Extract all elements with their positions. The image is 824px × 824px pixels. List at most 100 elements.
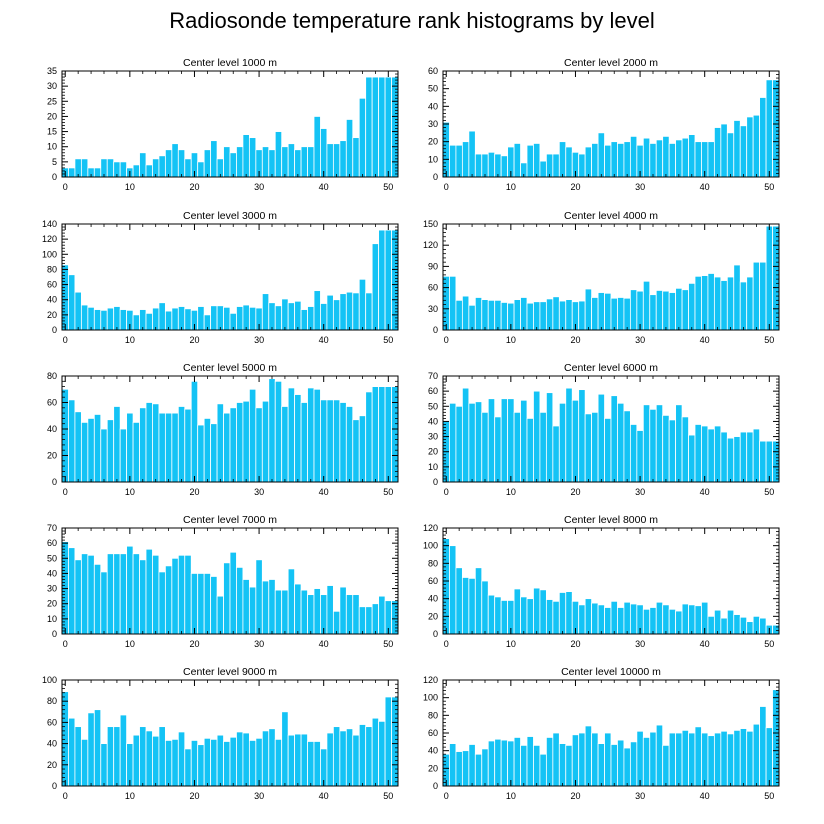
- histogram-bar: [597, 393, 605, 483]
- histogram-bar: [610, 600, 618, 635]
- panel-title: Center level 5000 m: [183, 362, 277, 374]
- histogram-bar: [255, 407, 263, 483]
- histogram-bar: [100, 743, 108, 787]
- histogram-bar: [578, 300, 586, 331]
- histogram-bar: [449, 144, 457, 178]
- histogram-bar: [578, 153, 586, 178]
- histogram-bar: [765, 79, 773, 178]
- histogram-bar: [229, 551, 237, 635]
- histogram-bar: [294, 394, 302, 483]
- histogram-bar: [681, 603, 689, 635]
- histogram-bar: [106, 307, 115, 331]
- panel-title: Center level 3000 m: [183, 210, 277, 222]
- histogram-bar: [610, 395, 618, 483]
- histogram-bar: [455, 567, 463, 635]
- histogram-bar: [132, 314, 140, 331]
- histogram-bar: [591, 732, 599, 787]
- histogram-bar: [210, 423, 218, 483]
- histogram-bar: [184, 554, 192, 635]
- histogram-bar: [681, 137, 689, 178]
- panel-title: Center level 1000 m: [183, 57, 277, 69]
- histogram-bar: [474, 567, 483, 635]
- histogram-bar: [261, 293, 270, 331]
- histogram-bar: [726, 276, 735, 331]
- histogram-bar: [707, 273, 715, 331]
- histogram-bar: [558, 743, 567, 787]
- x-tick-label: 40: [319, 639, 329, 649]
- histogram-bar: [455, 405, 463, 483]
- histogram-bar: [313, 290, 321, 331]
- histogram-bar: [526, 417, 534, 483]
- histogram-bar: [571, 399, 580, 483]
- histogram-bar: [119, 161, 128, 178]
- histogram-bar: [733, 614, 741, 635]
- histogram-bar: [604, 292, 612, 331]
- histogram-bar: [287, 568, 296, 635]
- x-tick-label: 0: [444, 639, 449, 649]
- histogram-bar: [171, 412, 179, 483]
- histogram-bar: [520, 399, 528, 483]
- histogram-bar: [565, 591, 573, 635]
- histogram-bar: [623, 297, 631, 331]
- histogram-bar: [332, 399, 341, 483]
- histogram-bar: [642, 737, 651, 787]
- histogram-bar: [487, 299, 496, 331]
- x-tick-label: 20: [189, 791, 199, 801]
- histogram-bar: [236, 566, 244, 635]
- histogram-bar: [216, 305, 224, 331]
- x-tick-label: 30: [254, 335, 264, 345]
- histogram-bar: [236, 146, 244, 178]
- x-tick-label: 10: [506, 639, 516, 649]
- histogram-bar: [294, 149, 302, 178]
- histogram-panel: Center level 5000 m 0 10 20 30 40 50 0 20 40 60 80: [47, 362, 399, 497]
- histogram-bar: [119, 428, 128, 483]
- histogram-bar: [455, 751, 463, 787]
- histogram-bar: [487, 740, 496, 787]
- histogram-bar: [552, 296, 560, 331]
- histogram-bar: [158, 412, 166, 483]
- histogram-bar: [223, 412, 231, 483]
- histogram-bar: [604, 417, 612, 483]
- histogram-bar: [597, 292, 605, 331]
- histogram-bar: [720, 431, 728, 483]
- histogram-bar: [752, 114, 761, 178]
- histogram-bar: [371, 717, 380, 787]
- histogram-bar: [197, 161, 205, 178]
- histogram-bar: [591, 143, 599, 178]
- x-tick-label: 50: [383, 487, 393, 497]
- histogram-bar: [106, 726, 115, 787]
- histogram-bar: [106, 553, 115, 635]
- histogram-bar: [184, 748, 192, 787]
- histogram-bar: [358, 278, 367, 331]
- y-tick-label: 60: [47, 538, 57, 548]
- histogram-bar: [649, 143, 657, 178]
- x-tick-label: 10: [506, 487, 516, 497]
- histogram-bar: [307, 306, 315, 331]
- y-tick-label: 0: [433, 325, 438, 335]
- histogram-bar: [675, 610, 683, 635]
- histogram-bar: [694, 275, 702, 331]
- histogram-bar: [565, 387, 573, 483]
- histogram-bar: [158, 155, 166, 178]
- histogram-bar: [242, 579, 250, 635]
- histogram-bar: [474, 297, 483, 331]
- histogram-bar: [701, 275, 709, 331]
- y-tick-label: 60: [428, 576, 438, 586]
- x-tick-label: 0: [63, 639, 68, 649]
- histogram-bar: [500, 398, 509, 483]
- histogram-bar: [80, 738, 89, 787]
- histogram-bar: [746, 116, 754, 178]
- histogram-bar: [281, 406, 289, 483]
- histogram-bar: [371, 76, 380, 178]
- histogram-bar: [707, 615, 715, 635]
- histogram-bar: [248, 586, 257, 635]
- histogram-bar: [513, 588, 521, 635]
- histogram-bar: [733, 264, 741, 331]
- histogram-bar: [533, 744, 541, 787]
- histogram-bar: [629, 424, 638, 483]
- y-tick-label: 120: [42, 234, 57, 244]
- histogram-bar: [662, 744, 670, 787]
- histogram-bar: [378, 229, 386, 331]
- histogram-bar: [371, 603, 380, 635]
